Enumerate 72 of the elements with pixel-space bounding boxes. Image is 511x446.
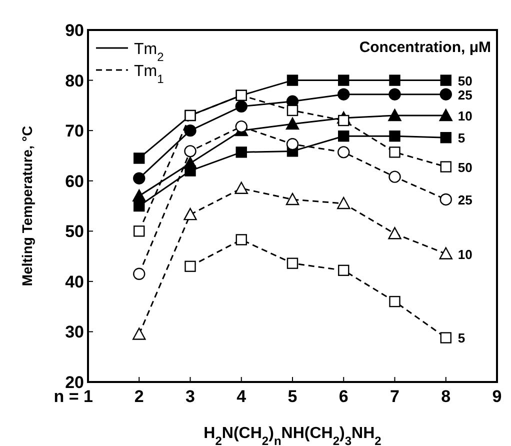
- point: [184, 145, 196, 158]
- series-label: 25: [458, 192, 472, 208]
- series-label: 10: [458, 246, 472, 262]
- series-label: 25: [458, 87, 472, 102]
- point: [388, 227, 402, 240]
- series-label: 5: [458, 330, 466, 346]
- point: [389, 296, 400, 308]
- y-tick-label: 60: [65, 172, 84, 191]
- x-tick-label: 6: [338, 387, 348, 406]
- point: [134, 152, 145, 164]
- annotation: Tm$_{2}$: [134, 41, 164, 64]
- point: [338, 88, 350, 100]
- point: [133, 268, 146, 280]
- point: [440, 332, 452, 344]
- x-tick-label: 3: [186, 387, 195, 406]
- series-label: 50: [458, 73, 472, 88]
- point: [286, 117, 300, 130]
- point: [338, 74, 350, 86]
- y-tick-label: 40: [65, 272, 84, 292]
- point: [184, 208, 197, 220]
- y-axis-title: Melting Temperature, °C: [19, 126, 35, 286]
- point: [439, 108, 452, 122]
- series-label: 50: [458, 160, 472, 175]
- y-tick-label: 70: [65, 122, 84, 141]
- y-tick-label: 50: [65, 222, 84, 242]
- point: [389, 146, 400, 158]
- point: [286, 138, 299, 150]
- series-label: 10: [458, 108, 472, 124]
- x-tick-label: 8: [441, 387, 451, 406]
- point: [236, 146, 247, 158]
- x-tick-label: 2: [134, 387, 144, 406]
- y-tick-label: 30: [65, 322, 84, 342]
- point: [134, 200, 145, 212]
- point: [338, 146, 350, 158]
- point: [440, 132, 452, 144]
- point: [286, 258, 298, 269]
- point: [389, 130, 400, 142]
- point: [286, 192, 300, 206]
- point: [286, 74, 298, 86]
- x-tick-label: 4: [236, 387, 247, 406]
- point: [235, 120, 248, 133]
- point: [184, 124, 196, 137]
- point: [134, 226, 145, 237]
- point: [440, 88, 452, 100]
- point: [388, 170, 401, 183]
- point: [133, 172, 146, 184]
- point: [440, 193, 452, 206]
- x-tick-label: 5: [288, 387, 298, 406]
- x-tick-label: 9: [492, 387, 502, 406]
- point: [338, 130, 350, 142]
- point: [132, 328, 146, 340]
- x-tick-label: 7: [390, 387, 400, 406]
- point: [184, 165, 196, 176]
- point: [235, 100, 248, 113]
- series-label: 5: [458, 130, 466, 146]
- point: [439, 247, 452, 260]
- annotation: Tm$_{1}$: [134, 63, 164, 86]
- point: [388, 108, 402, 122]
- point: [236, 234, 247, 246]
- point: [388, 88, 401, 100]
- point: [338, 264, 350, 276]
- point: [337, 196, 350, 210]
- point: [234, 182, 248, 194]
- y-tick-label: 90: [65, 21, 84, 40]
- point: [184, 260, 196, 272]
- point: [286, 104, 298, 116]
- point: [440, 74, 452, 86]
- point: [389, 74, 400, 86]
- point: [338, 114, 350, 126]
- legend-title: Concentration, μM: [359, 39, 491, 56]
- text: H$_{2}$N(CH$_{2}$)$_{n}$NH(CH$_{2}$)$_{3}$NH$_{2}$: [204, 425, 382, 446]
- y-tick-label: 80: [65, 71, 84, 90]
